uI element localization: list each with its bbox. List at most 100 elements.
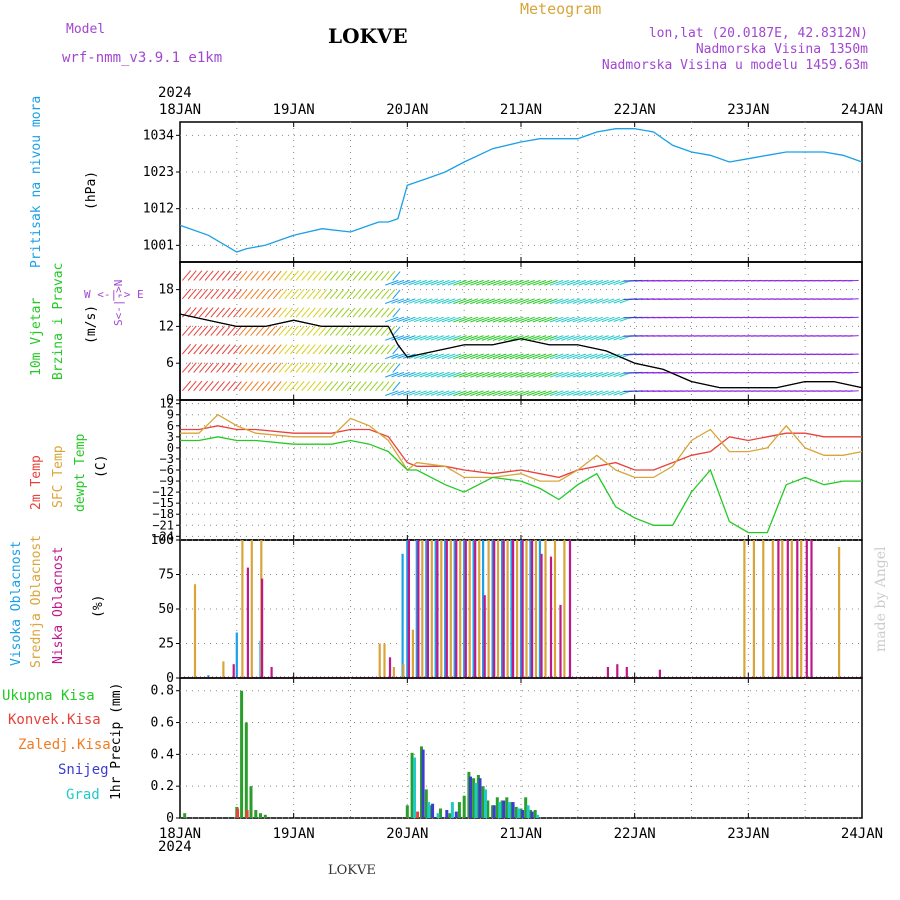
y-tick-label: 1023 [143,165,174,180]
wind-barb [458,298,473,305]
wind-barb [261,307,271,318]
bar-3-1 [516,540,519,678]
wind-barb [182,362,192,373]
wind-barb [182,380,192,392]
bar-3-0 [491,540,494,678]
bar-4-0 [510,802,513,818]
wind-barb [526,279,541,286]
wind-barb [233,344,242,355]
bar-3-0 [529,540,532,678]
precip-legend-snow: Snijeg [58,762,109,778]
bar-4-0 [500,800,504,818]
wind-barb [272,270,282,281]
wind-barb [402,279,416,286]
wind-barb [425,353,439,360]
bar-3-1 [411,629,414,678]
bar-4-0 [533,810,537,818]
wind-barb [358,289,367,300]
wind-barb [380,344,390,355]
wind-barb [284,289,294,300]
wind-barb [414,316,427,323]
wind-barb [447,390,462,396]
wind-barb [555,371,569,378]
bar-4-1 [236,808,240,818]
wind-barb [509,335,524,341]
wind-barb [492,316,507,323]
wind-barb [352,289,362,300]
wind-barb [419,316,433,323]
wind-barb [601,298,615,304]
wind-barb [544,316,558,323]
wind-barb [312,325,322,336]
bar-4-0 [519,808,523,818]
wind-barb [590,298,604,304]
y-tick-label: 12 [158,319,174,334]
wind-barb [375,362,384,373]
wind-barb [210,270,220,281]
bar-3-2 [616,664,619,678]
bar-4-0 [529,810,532,818]
wind-barb [414,390,427,396]
wind-barb [549,390,564,397]
wind-barb [458,353,473,360]
day-label-bottom: 20JAN [386,826,428,842]
wind-barb [346,270,356,281]
wind-barb [436,371,450,378]
compass-horizontal: W <-|-> E [84,288,144,301]
wind-barb [352,270,362,281]
wind-barb [464,298,479,305]
wind-barb [601,390,615,396]
bar-4-0 [448,813,452,818]
bar-3-2 [796,540,799,678]
wind-barb [358,307,367,318]
bar-3-0 [538,540,541,678]
wind-barb [487,371,501,378]
wind-barb [515,390,530,397]
wind-barb [199,270,208,281]
wind-barb [307,325,316,336]
wind-barb [572,371,587,378]
wind-barb [324,344,333,355]
wind-barb [187,343,197,355]
wind-barb [607,279,621,286]
bar-3-1 [497,540,500,678]
bar-3-2 [407,540,410,678]
wind-barb [267,381,276,392]
wind-barb [566,335,581,341]
wind-barb [555,335,569,341]
wind-barb [425,390,439,396]
wind-barb [481,371,496,378]
wind-barb [414,371,427,378]
wind-barb [244,344,254,355]
wind-barb [346,307,356,318]
wind-barb [419,298,433,304]
bar-3-2 [388,657,392,678]
wind-barb [329,344,339,355]
wind-barb [397,371,410,378]
bar-4-1 [245,810,249,818]
wind-barb [187,380,197,392]
wind-barb [307,270,316,281]
wind-barb [204,380,214,392]
wind-barb [561,371,575,378]
wind-barb [227,270,237,281]
wind-barb [375,307,384,318]
bar-3-2 [658,669,661,678]
bar-3-0 [444,540,447,678]
wind-barb [204,362,214,373]
wind-barb [261,362,271,373]
bar-3-1 [440,540,443,678]
wind-barb [441,316,456,323]
bar-3-1 [800,540,803,678]
wind-barb [392,289,401,300]
wind-barb [453,371,467,378]
wind-barb [290,344,299,355]
wind-barb [221,362,231,373]
wind-barb [335,307,344,318]
bar-3-1 [544,540,547,678]
wind-barb [441,335,456,341]
wind-barb [392,308,401,318]
wind-barb [503,335,518,341]
y-tick-label: 0.6 [151,716,174,731]
bar-3-1 [383,643,386,678]
